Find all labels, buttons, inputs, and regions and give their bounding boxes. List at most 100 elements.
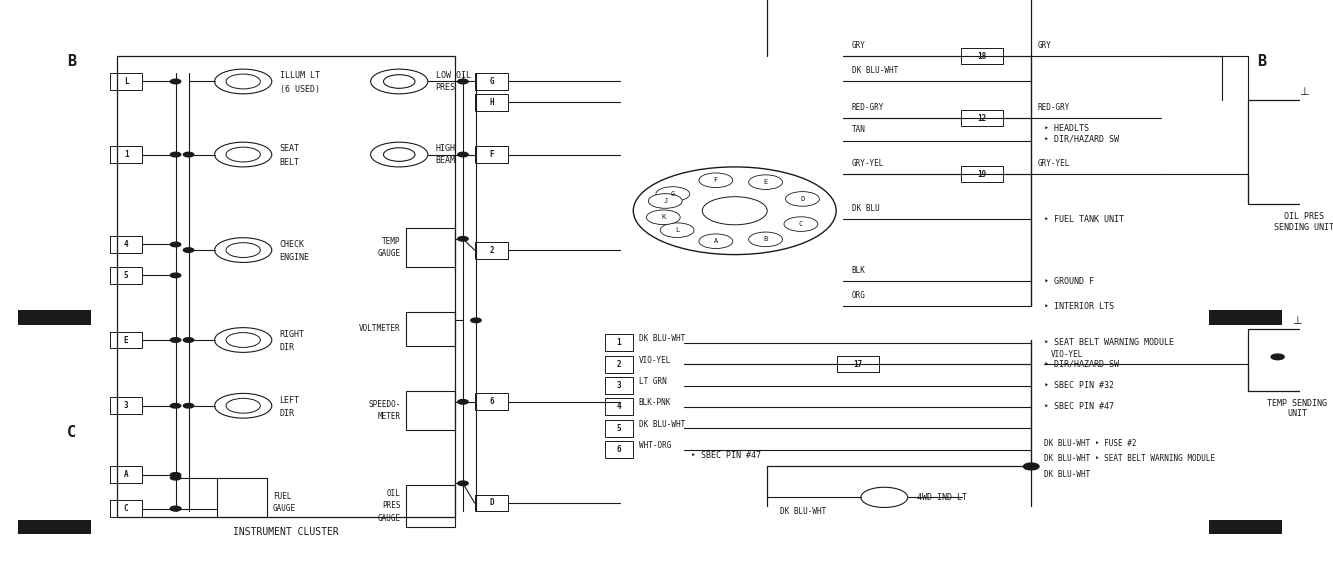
Text: INSTRUMENT CLUSTER: INSTRUMENT CLUSTER [233,527,339,537]
Circle shape [749,232,782,247]
Text: LEFT: LEFT [280,396,300,405]
Text: D: D [489,498,493,507]
Text: E: E [124,336,128,345]
Text: 1: 1 [124,150,128,159]
Circle shape [215,238,272,262]
Text: 6: 6 [489,397,493,406]
Bar [19,310,91,325]
Circle shape [371,142,428,167]
Circle shape [633,167,836,255]
Bar [605,398,633,415]
Text: 4: 4 [617,402,621,411]
Text: ⊥: ⊥ [1292,316,1302,326]
Text: ORG: ORG [852,291,865,300]
Text: ‣ FUEL TANK UNIT: ‣ FUEL TANK UNIT [1044,215,1124,224]
Text: BEAM: BEAM [436,156,456,165]
Text: J: J [663,198,668,204]
Text: 5: 5 [617,424,621,433]
Circle shape [698,234,733,248]
Bar [961,110,1002,126]
Circle shape [184,404,193,408]
Circle shape [457,152,468,157]
Circle shape [660,223,694,238]
Text: WHT-ORG: WHT-ORG [639,441,670,450]
Bar [961,166,1002,182]
Text: DK BLU-WHT: DK BLU-WHT [780,507,826,516]
Circle shape [457,481,468,486]
Circle shape [215,69,272,94]
Text: RIGHT: RIGHT [280,330,304,339]
Text: 6: 6 [617,445,621,454]
Bar [109,332,143,348]
Circle shape [749,175,782,189]
Text: ENGINE: ENGINE [280,253,309,262]
Text: SPEEDO-: SPEEDO- [368,400,400,409]
Circle shape [785,192,820,206]
Text: VIO-YEL: VIO-YEL [639,356,670,365]
Text: E: E [764,179,768,185]
Circle shape [648,194,682,209]
Bar [476,495,508,511]
Text: ‣ SBEC PIN #32: ‣ SBEC PIN #32 [1044,381,1114,390]
Text: ⊥: ⊥ [1298,87,1309,97]
Text: OIL: OIL [387,489,400,498]
Bar [605,441,633,458]
Text: ILLUM LT: ILLUM LT [280,71,320,80]
Bar [405,484,455,527]
Bar [405,228,455,267]
Text: DK BLU-WHT ‣ FUSE #2: DK BLU-WHT ‣ FUSE #2 [1044,439,1137,448]
Text: A: A [713,238,718,244]
Circle shape [371,69,428,94]
Bar [605,356,633,373]
Text: DK BLU: DK BLU [852,204,880,213]
Circle shape [171,152,181,157]
Text: ‣ GROUND F: ‣ GROUND F [1044,277,1094,285]
Text: L: L [674,227,680,233]
Circle shape [227,333,260,347]
Circle shape [1024,463,1038,470]
Text: GRY-YEL: GRY-YEL [1037,159,1070,168]
Text: 3: 3 [617,381,621,390]
Bar [109,397,143,414]
Circle shape [471,318,481,323]
Bar [109,146,143,163]
Text: GAUGE: GAUGE [377,514,400,523]
Circle shape [171,473,181,477]
Text: TEMP SENDING
UNIT: TEMP SENDING UNIT [1268,399,1328,419]
Circle shape [171,273,181,278]
Bar [1209,310,1282,325]
Text: HIGH: HIGH [436,144,456,153]
Text: F: F [489,150,493,159]
Text: ‣ DIR/HAZARD SW: ‣ DIR/HAZARD SW [1044,135,1120,144]
Circle shape [784,217,818,232]
Text: FUEL: FUEL [273,492,292,501]
Circle shape [171,404,181,408]
Text: 18: 18 [977,52,986,61]
Circle shape [1314,155,1326,161]
Circle shape [171,79,181,84]
Circle shape [1314,118,1326,124]
Text: 2: 2 [489,246,493,255]
Text: DK BLU-WHT: DK BLU-WHT [639,334,685,343]
Circle shape [384,148,415,161]
Text: 5: 5 [124,271,128,280]
Text: C: C [1257,313,1266,328]
Text: DK BLU-WHT ‣ SEAT BELT WARNING MODULE: DK BLU-WHT ‣ SEAT BELT WARNING MODULE [1044,454,1216,463]
Bar [476,242,508,259]
Text: ‣ INTERIOR LTS: ‣ INTERIOR LTS [1044,302,1114,311]
Bar [109,267,143,284]
Bar [605,377,633,394]
Text: GRY-YEL: GRY-YEL [852,159,884,168]
Bar [405,391,455,430]
Circle shape [227,243,260,257]
Text: C: C [124,504,128,513]
Circle shape [1272,354,1284,360]
Text: 1: 1 [617,338,621,347]
Text: ‣ SBEC PIN #47: ‣ SBEC PIN #47 [1044,402,1114,411]
Text: DK BLU-WHT: DK BLU-WHT [639,420,685,429]
Circle shape [457,79,468,84]
Bar [217,478,267,517]
Text: LT GRN: LT GRN [639,377,666,386]
Text: VIO-YEL: VIO-YEL [1050,350,1084,359]
Bar [117,56,455,517]
